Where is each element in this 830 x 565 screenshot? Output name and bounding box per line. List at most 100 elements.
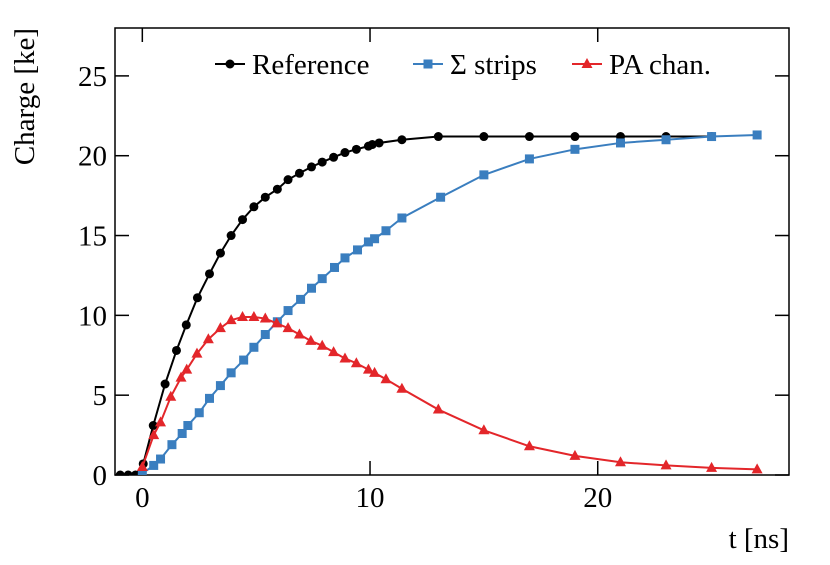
marker <box>272 184 282 194</box>
marker <box>432 403 444 414</box>
marker <box>353 245 363 255</box>
marker <box>340 253 350 263</box>
series-line <box>120 135 712 475</box>
marker <box>194 408 204 418</box>
marker <box>214 322 226 333</box>
marker <box>283 175 293 185</box>
marker <box>570 132 580 142</box>
y-tick-label: 15 <box>78 221 107 253</box>
marker <box>707 132 717 142</box>
marker <box>330 262 340 272</box>
marker <box>175 371 187 382</box>
marker <box>524 132 534 142</box>
marker <box>436 192 446 202</box>
marker <box>293 328 305 339</box>
marker <box>479 170 489 180</box>
marker <box>160 379 170 389</box>
marker <box>171 345 181 355</box>
marker <box>369 366 381 377</box>
marker <box>307 162 317 172</box>
marker <box>305 334 317 345</box>
marker <box>238 215 248 225</box>
y-tick-label: 0 <box>93 460 108 492</box>
marker <box>615 456 626 467</box>
marker <box>396 382 408 393</box>
marker <box>329 152 339 162</box>
marker <box>282 322 294 333</box>
marker <box>350 357 362 368</box>
marker <box>137 468 147 475</box>
marker <box>204 393 214 403</box>
marker <box>316 339 328 350</box>
marker <box>215 248 225 258</box>
marker <box>260 192 270 202</box>
marker <box>237 310 249 321</box>
marker <box>374 138 384 148</box>
marker <box>148 421 158 431</box>
marker <box>569 449 581 460</box>
y-tick-label: 20 <box>78 141 107 173</box>
marker <box>248 310 260 321</box>
marker <box>317 274 327 284</box>
marker <box>149 460 159 470</box>
marker <box>523 440 535 451</box>
marker <box>423 59 433 69</box>
marker <box>215 381 225 391</box>
legend-label: Reference <box>252 49 370 81</box>
marker <box>616 138 625 148</box>
marker <box>226 231 236 241</box>
marker <box>249 342 259 352</box>
marker <box>283 306 293 316</box>
marker <box>397 135 407 145</box>
marker <box>130 470 140 475</box>
x-tick-label: 20 <box>583 482 612 514</box>
marker <box>340 148 350 158</box>
marker <box>367 140 377 150</box>
x-axis-label: t [ns] <box>729 523 789 555</box>
marker <box>751 463 763 474</box>
marker <box>328 346 340 357</box>
marker <box>177 428 187 438</box>
plot-area <box>115 130 763 475</box>
marker <box>363 237 373 247</box>
marker <box>165 390 177 401</box>
marker <box>433 132 443 142</box>
marker <box>183 421 193 431</box>
marker <box>351 144 361 154</box>
series-line <box>141 315 758 471</box>
x-tick-label: 0 <box>135 482 150 514</box>
marker <box>661 135 671 145</box>
y-axis-label: Charge [ke] <box>9 28 41 165</box>
marker <box>192 293 202 303</box>
y-tick-label: 25 <box>78 61 107 93</box>
marker <box>181 363 193 374</box>
marker <box>294 168 304 178</box>
marker <box>380 373 392 384</box>
marker <box>181 320 191 330</box>
marker <box>296 294 306 304</box>
y-tick-label: 10 <box>78 300 107 332</box>
marker <box>225 59 235 69</box>
marker <box>167 440 177 450</box>
legend-label: Σ strips <box>450 49 537 81</box>
y-tick-label: 5 <box>93 380 108 412</box>
marker <box>249 202 259 212</box>
marker <box>660 459 672 470</box>
marker <box>478 424 490 435</box>
marker <box>307 283 317 293</box>
marker <box>362 363 374 374</box>
marker <box>339 352 351 363</box>
marker <box>581 58 593 68</box>
marker <box>381 226 391 236</box>
plot-frame <box>114 27 790 476</box>
marker <box>225 314 237 325</box>
marker <box>370 234 380 244</box>
marker <box>123 470 133 475</box>
series-line <box>141 133 758 475</box>
marker <box>706 461 718 472</box>
marker <box>479 132 489 142</box>
marker <box>271 317 283 328</box>
x-tick-label: 10 <box>356 482 385 514</box>
marker <box>136 461 148 472</box>
